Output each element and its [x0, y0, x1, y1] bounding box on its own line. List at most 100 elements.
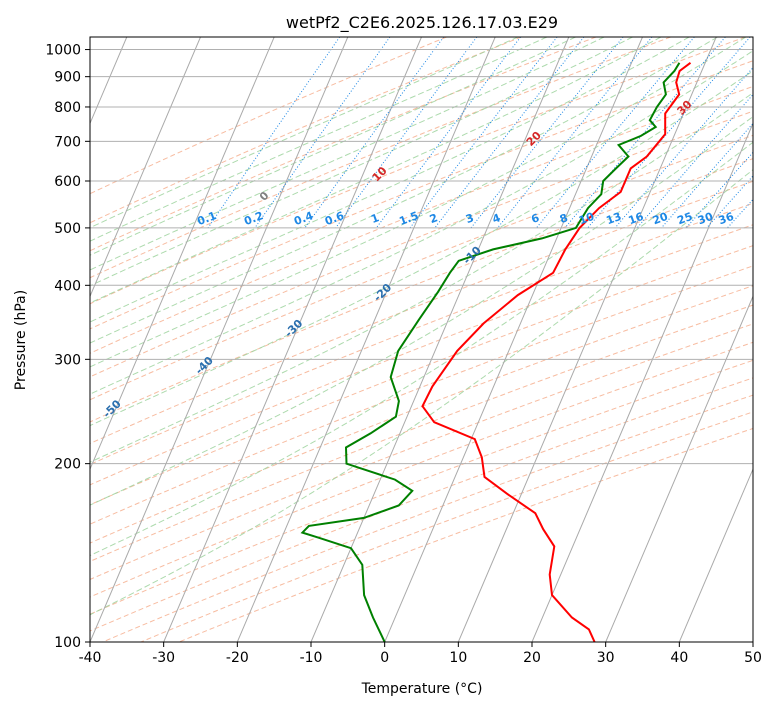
y-tick-label: 100 — [54, 635, 81, 651]
x-tick-label: 0 — [380, 650, 389, 666]
mixing-ratio-line — [434, 37, 585, 229]
mixing-ratio-line — [497, 37, 653, 229]
dry-adiabat — [90, 158, 753, 423]
dry-adiabat — [90, 323, 753, 581]
x-axis: -40 -30 -20 -10 0 10 20 30 40 50 — [79, 642, 762, 666]
mixing-ratio-line — [614, 66, 753, 229]
moist-adiabat — [90, 37, 548, 242]
x-tick-label: -10 — [300, 650, 323, 666]
dry-adiabat — [90, 285, 753, 544]
dry-adiabat — [90, 37, 671, 279]
isotherm-label: -20 — [371, 281, 394, 304]
isotherm — [90, 37, 349, 642]
x-tick-label: -40 — [79, 650, 102, 666]
isotherm — [457, 37, 717, 642]
moist-adiabat — [90, 37, 690, 323]
mixing-ratio-label: 25 — [676, 210, 695, 227]
mixing-ratio-label: 2 — [428, 211, 440, 226]
x-tick-label: 10 — [449, 650, 467, 666]
x-tick-label: 30 — [597, 650, 615, 666]
moist-adiabat — [90, 37, 718, 344]
mixing-ratio-line — [536, 37, 695, 229]
mixing-ratio-label: 30 — [696, 210, 715, 228]
dry-adiabat-label: 30 — [675, 97, 695, 117]
mixing-ratio-line — [207, 37, 341, 229]
x-tick-label: 40 — [670, 650, 688, 666]
moist-adiabat — [90, 169, 753, 616]
moist-adiabat — [90, 92, 753, 463]
mixing-ratio-line — [636, 93, 753, 229]
isotherm — [236, 37, 496, 642]
mixing-ratio-line — [470, 37, 624, 229]
y-tick-label: 300 — [54, 352, 81, 368]
dry-adiabat — [90, 265, 753, 525]
mixing-ratio-line — [685, 151, 753, 229]
moist-adiabat — [90, 37, 747, 368]
dry-adiabat — [178, 427, 753, 642]
x-axis-label: Temperature (°C) — [361, 681, 483, 697]
y-tick-label: 200 — [54, 457, 81, 473]
mixing-ratio-label: 0.4 — [292, 209, 315, 228]
moist-adiabat — [90, 70, 753, 427]
isotherm — [163, 37, 422, 642]
dry-adiabat — [90, 304, 753, 562]
dry-adiabat — [90, 245, 753, 506]
dry-adiabat — [90, 377, 753, 632]
isotherm — [678, 467, 753, 642]
moist-adiabat — [90, 37, 576, 256]
mixing-ratio-line — [254, 37, 391, 229]
dry-adiabat — [90, 359, 753, 615]
mixing-ratio-label: 1.5 — [397, 209, 420, 228]
isotherm-label: -40 — [193, 354, 216, 377]
mixing-ratio-label: 0.6 — [323, 209, 346, 228]
moist-adiabat — [90, 37, 605, 271]
dry-adiabat — [90, 37, 746, 305]
moist-adiabat — [90, 141, 753, 557]
mixing-ratio-label: 13 — [604, 210, 623, 227]
moist-adiabat — [90, 116, 753, 506]
isotherm — [384, 37, 643, 642]
pressure-grid — [90, 49, 753, 642]
x-tick-label: -20 — [226, 650, 249, 666]
background-lines — [90, 37, 753, 642]
y-tick-label: 1000 — [45, 43, 81, 59]
temperature-line — [421, 62, 692, 642]
isotherm — [752, 640, 753, 642]
isotherm — [605, 295, 753, 642]
moist-adiabat — [90, 50, 753, 395]
isotherm — [310, 37, 570, 642]
x-tick-label: 50 — [744, 650, 762, 666]
dry-adiabat — [90, 341, 753, 598]
y-tick-label: 600 — [54, 174, 81, 190]
mixing-ratio-label: 36 — [717, 210, 736, 228]
isotherm — [90, 37, 201, 298]
mixing-ratio-label: 4 — [491, 211, 503, 226]
moist-adiabat — [90, 37, 662, 304]
x-tick-label: -30 — [152, 650, 175, 666]
y-tick-label: 900 — [54, 70, 81, 86]
line-labels: -50-40-30-20-100.1 0.2 0.4 0.6 1 1.5 2 3 4 6 8 10 13… — [100, 97, 735, 420]
profile-lines — [300, 62, 692, 642]
y-tick-label: 700 — [54, 134, 81, 150]
dry-adiabat — [90, 85, 753, 354]
dry-adiabat — [90, 60, 753, 330]
mixing-ratio-line — [304, 37, 445, 229]
y-tick-label: 400 — [54, 278, 81, 294]
mixing-ratio-label: 6 — [529, 211, 541, 226]
y-tick-label: 500 — [54, 221, 81, 237]
mixing-ratio-line — [409, 37, 558, 229]
mixing-ratio-label: 20 — [651, 210, 670, 228]
mixing-ratio-label: 16 — [627, 210, 646, 228]
x-tick-label: 20 — [523, 650, 541, 666]
mixing-ratio-line — [335, 37, 478, 229]
dry-adiabat — [90, 37, 597, 252]
dry-adiabat — [90, 202, 753, 466]
isotherm — [90, 37, 275, 471]
mixing-ratio-label: 3 — [464, 211, 476, 226]
dry-adiabat-label: 20 — [524, 129, 544, 149]
mixing-ratio-line — [727, 198, 753, 229]
dry-adiabat — [90, 37, 522, 224]
isotherm — [531, 122, 753, 642]
dry-adiabat — [90, 37, 447, 195]
